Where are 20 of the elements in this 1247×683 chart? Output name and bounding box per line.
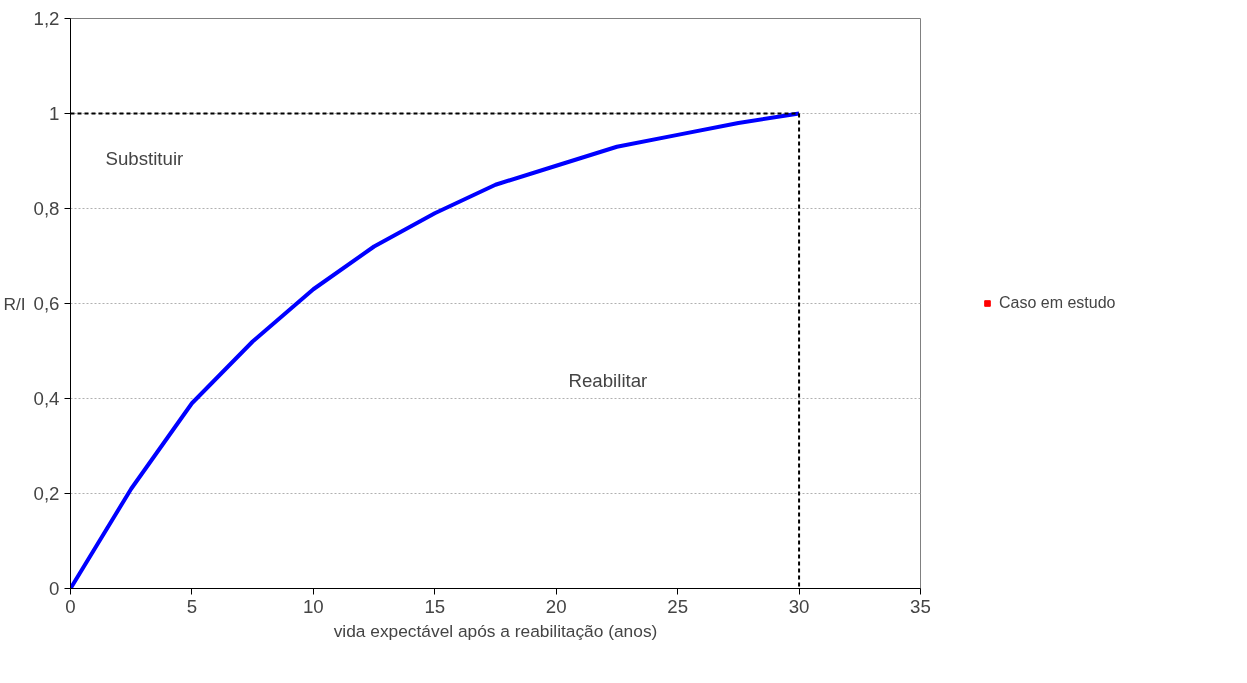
y-tick-label: 0,8 <box>33 198 60 219</box>
x-tick-label: 5 <box>186 595 198 617</box>
annotation: Substituir <box>105 147 184 169</box>
x-tick-label: 0 <box>65 595 76 617</box>
x-tick-label: 30 <box>788 595 810 617</box>
x-tick-label: 25 <box>667 595 689 617</box>
y-tick-label: 0 <box>49 578 60 599</box>
x-tick-label: 35 <box>910 595 931 617</box>
x-tick-label: 20 <box>545 595 567 617</box>
x-tick-label: 10 <box>302 595 324 617</box>
annotation: Reabilitar <box>568 369 648 391</box>
x-axis-title: vida expectável após a reabilitação (anos) <box>333 620 658 641</box>
y-tick-label: 1 <box>49 103 60 124</box>
legend-label: Caso em estudo <box>999 294 1116 312</box>
y-tick-label: 0,6 <box>33 293 60 314</box>
y-axis-title: R/I <box>3 293 26 314</box>
y-tick-label: 0,4 <box>33 388 60 409</box>
x-tick-label: 15 <box>424 595 446 617</box>
y-tick-label: 1,2 <box>33 8 60 29</box>
y-tick-label: 0,2 <box>33 483 60 504</box>
